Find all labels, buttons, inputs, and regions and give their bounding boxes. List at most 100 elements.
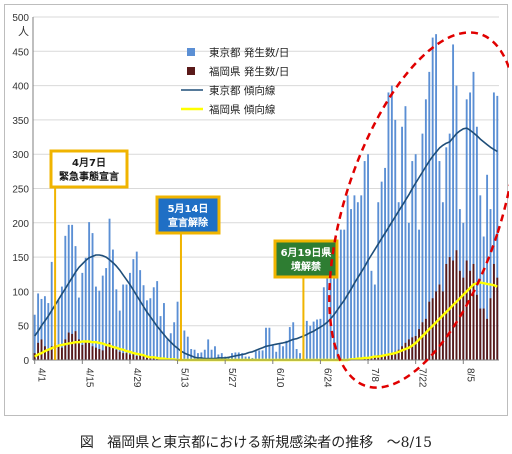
tokyo-bar [292,322,295,360]
tokyo-bar [452,44,455,360]
fukuoka-bar [115,349,118,360]
tokyo-bar [373,284,376,360]
tokyo-bar [135,251,138,360]
tokyo-bar [115,289,118,360]
tokyo-bar [47,303,50,360]
callout-box [49,149,129,189]
fukuoka-bar [404,342,407,360]
callout-text: 緊急事態宣言 [59,170,119,183]
fukuoka-bar [142,355,145,360]
tokyo-bar [421,133,424,360]
tokyo-bar [288,327,291,360]
fukuoka-bar [67,332,70,360]
tokyo-bar [156,281,159,360]
fukuoka-bar [132,353,135,360]
tokyo-bar [37,293,40,360]
x-tick-label: 7/8 [369,368,380,382]
tokyo-bar [197,353,199,360]
fukuoka-bar [401,346,403,360]
legend-label: 東京都 傾向線 [209,84,276,97]
fukuoka-bar [122,353,125,360]
x-tick-label: 6/24 [321,368,332,388]
fukuoka-bar [37,342,40,360]
tokyo-bar [316,319,318,360]
tokyo-bar [241,353,244,360]
fukuoka-bar [390,353,393,360]
x-tick-label: 8/5 [464,368,475,382]
tokyo-bar [492,92,495,361]
tokyo-bar [455,85,458,360]
y-tick-label: 250 [12,185,29,196]
tokyo-bar [295,349,298,360]
fukuoka-bar [431,298,434,360]
tokyo-bar [356,202,359,360]
tokyo-bar [271,344,274,360]
tokyo-bar [33,314,36,360]
fukuoka-bar [149,357,152,360]
fukuoka-bar [71,333,74,360]
legend-label: 福岡県 発生数/日 [209,65,289,78]
tokyo-bar [173,322,176,360]
fukuoka-bar [111,347,114,360]
tokyo-bar [448,133,451,360]
fukuoka-bar [414,335,417,360]
tokyo-bar [248,356,250,360]
tokyo-bar [169,333,172,360]
fukuoka-bar [479,308,482,360]
tokyo-bar [81,272,84,360]
tokyo-bar [258,350,261,360]
caption-prefix: 図 [79,435,94,451]
x-axis [32,17,499,361]
fukuoka-bar [91,346,94,360]
tokyo-bar [418,229,421,360]
fukuoka-bar [469,270,472,360]
tokyo-bar [190,349,193,360]
tokyo-bar [309,325,312,360]
fukuoka-bar [77,339,80,360]
x-axis-ticks: 4/1 4/15 4/29 5/13 5/27 6/10 6/24 7/8 7/22 8/5 [34,360,475,388]
fukuoka-bar [496,277,499,360]
fukuoka-bar [489,298,492,360]
tokyo-bar [367,154,369,360]
fukuoka-bar [465,260,468,360]
tokyo-bar [299,353,301,360]
tokyo-bar [339,229,342,360]
tokyo-bar [465,99,468,360]
fukuoka-bar [74,331,77,360]
fukuoka-bar [105,346,108,360]
tokyo-bar [438,161,441,360]
chart-canvas: 0 50 100 150 200 250 300 350 400 450 500 人 4/1 4/15… [12,13,509,389]
tokyo-bar [360,195,363,360]
tokyo-bar [445,147,448,360]
tokyo-bar [129,272,131,360]
fukuoka-bar [397,349,400,360]
tokyo-bar [431,37,434,360]
tokyo-bar [278,343,281,360]
fukuoka-bar [387,353,390,360]
tokyo-bar [77,297,80,360]
tokyo-bar [394,119,397,361]
tokyo-bar [146,300,148,360]
tokyo-bar [149,298,152,360]
tokyo-bar [435,34,438,361]
tokyo-bar [370,270,373,360]
callout-text: 5月14日 [168,203,209,215]
tokyo-bar [424,99,427,360]
fukuoka-bar [152,357,155,360]
x-tick-label: 4/29 [131,368,142,388]
y-tick-label: 300 [12,150,29,161]
fukuoka-bar [394,351,397,360]
tokyo-bar [268,327,271,360]
tokyo-bar [74,246,77,360]
x-tick-label: 4/1 [36,368,47,382]
fukuoka-bar [472,263,475,360]
tokyo-bar [472,71,475,360]
x-tick-label: 4/15 [83,368,94,388]
tokyo-bar [496,95,499,360]
fukuoka-bar [118,351,121,360]
tokyo-bar [343,229,346,360]
fukuoka-bar [64,339,67,360]
y-tick-label: 400 [12,82,29,93]
tokyo-bar [486,174,489,360]
